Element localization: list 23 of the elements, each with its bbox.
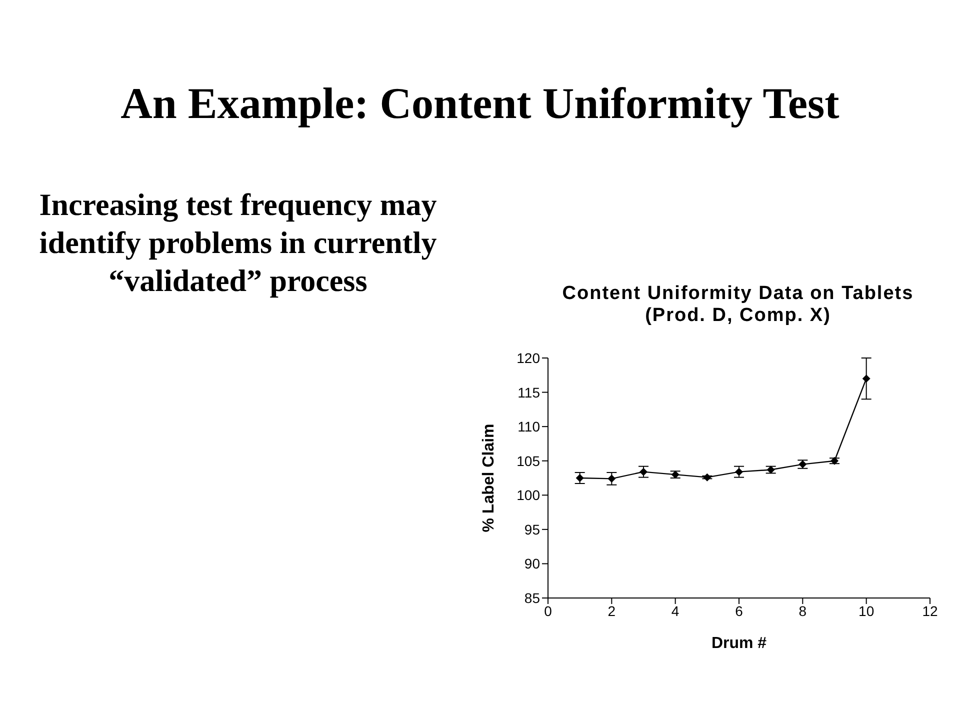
- x-tick-label: 8: [798, 602, 807, 619]
- x-tick-label: 12: [922, 602, 938, 619]
- chart-title: An Example: Content Uniformity Test: [120, 78, 840, 129]
- y-tick-label: 90: [524, 556, 540, 572]
- chart-subtitle: Content Uniformity Data on Tablets (Prod. D, Comp. X): [561, 283, 915, 327]
- point: [862, 374, 870, 383]
- x-tick-label: 2: [608, 602, 616, 619]
- point: [703, 473, 712, 482]
- y-tick-label: 110: [518, 418, 540, 435]
- y-tick-label: 85: [524, 590, 540, 606]
- x-tick-label: 10: [858, 602, 874, 619]
- x-tick-label: 0: [544, 602, 552, 619]
- y-tick-label: 120: [516, 350, 540, 366]
- y-tick-label: 105: [516, 452, 540, 469]
- y-axis-title: % Label Claim: [480, 424, 498, 532]
- y-tick-label: 95: [524, 521, 540, 538]
- point: [608, 474, 616, 483]
- text: Increasing test frequency may identify problems in currently “validated” process: [38, 186, 438, 300]
- y-tick-label: 100: [516, 487, 540, 504]
- x-tick-label: 6: [735, 602, 744, 619]
- x-tick-label: 4: [671, 602, 680, 619]
- x-axis-title: Drum #: [711, 635, 767, 652]
- y-tick-label: 115: [518, 384, 540, 400]
